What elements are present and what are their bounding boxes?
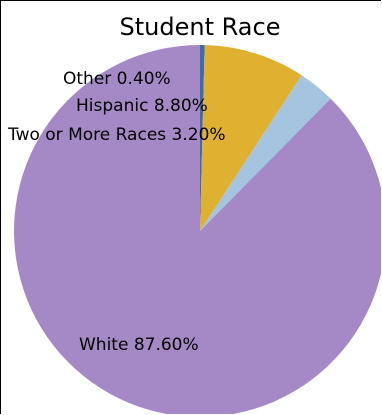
pie-slice-white bbox=[14, 45, 381, 414]
slice-label-hispanic: Hispanic 8.80% bbox=[76, 96, 208, 116]
slice-label-two-or-more-races: Two or More Races 3.20% bbox=[7, 125, 226, 145]
chart-title: Student Race bbox=[120, 13, 281, 41]
pie-slice-two-or-more-races bbox=[200, 75, 331, 231]
pie-slice-hispanic bbox=[200, 45, 302, 232]
slice-label-white: White 87.60% bbox=[79, 335, 199, 355]
pie-slices bbox=[14, 45, 381, 414]
pie-slice-other bbox=[200, 45, 205, 231]
slice-label-other: Other 0.40% bbox=[63, 69, 171, 89]
